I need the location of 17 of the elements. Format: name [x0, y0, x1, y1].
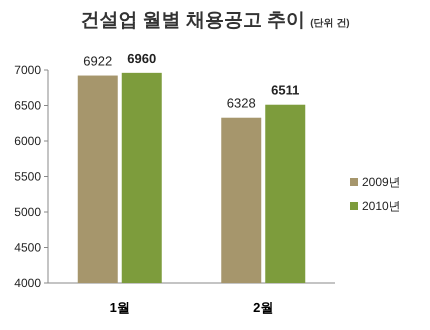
x-tick-label: 1월: [110, 300, 130, 315]
y-tick-label: 5500: [14, 170, 42, 184]
chart-subtitle: (단위 건): [310, 18, 350, 29]
x-tick-label: 2월: [253, 300, 274, 315]
legend-label: 2009년: [362, 175, 401, 189]
data-label: 6511: [271, 82, 300, 98]
chart-title: 건설업 월별 채용공고 추이: [80, 10, 306, 31]
y-tick-label: 5000: [14, 205, 42, 219]
data-label: 6960: [127, 50, 156, 66]
y-tick-label: 6000: [14, 134, 42, 148]
y-tick-label: 4500: [14, 240, 42, 254]
y-tick-label: 7000: [14, 63, 42, 77]
legend-label: 2010년: [362, 199, 401, 213]
data-label: 6328: [226, 96, 256, 111]
data-label: 6922: [83, 54, 112, 69]
y-tick-label: 6500: [14, 98, 42, 112]
y-tick-label: 4000: [14, 276, 42, 290]
